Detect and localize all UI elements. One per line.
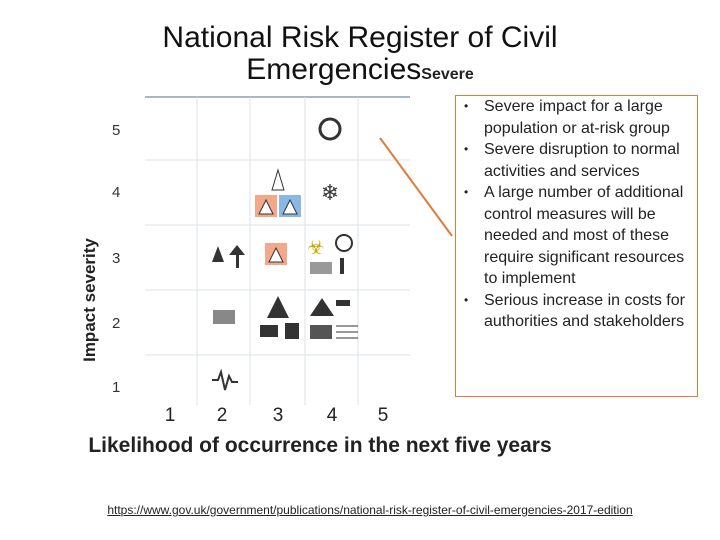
y-tick-label: 2 [112,315,121,332]
severe-box: Severe impact for a large population or … [455,95,698,397]
slide-title: National Risk Register of Civil Emergenc… [162,21,558,86]
grid [145,97,410,405]
bullet: Serious increase in costs for authoritie… [464,290,691,333]
svg-text:☣: ☣ [307,237,325,259]
pointer-line [379,137,453,237]
x-tick-label: 3 [272,405,284,426]
source-link[interactable]: https://www.gov.uk/government/publicatio… [107,503,633,517]
x-tick-label: 5 [377,405,389,426]
x-tick-label: 1 [164,405,176,426]
bullet: Severe disruption to normal activities a… [464,139,691,182]
bullet: A large number of additional control mea… [464,182,691,290]
y-tick-label: 5 [112,122,121,139]
severe-label: Severe [421,66,474,83]
y-tick-label: 1 [112,379,121,396]
x-axis-label: Likelihood of occurrence in the next fiv… [88,434,552,457]
x-tick-label: 2 [216,405,228,426]
title-block: National Risk Register of Civil Emergenc… [110,22,610,91]
risk-icons: ❄ ☣ [212,117,358,391]
svg-text:❄: ❄ [321,180,339,205]
y-tick-label: 4 [112,184,121,201]
y-tick-label: 3 [112,250,121,267]
x-tick-label: 4 [326,405,338,426]
y-axis-label: Impact severity [80,238,99,362]
bullet: Severe impact for a large population or … [464,96,691,139]
bullet-list: Severe impact for a large population or … [456,96,697,333]
